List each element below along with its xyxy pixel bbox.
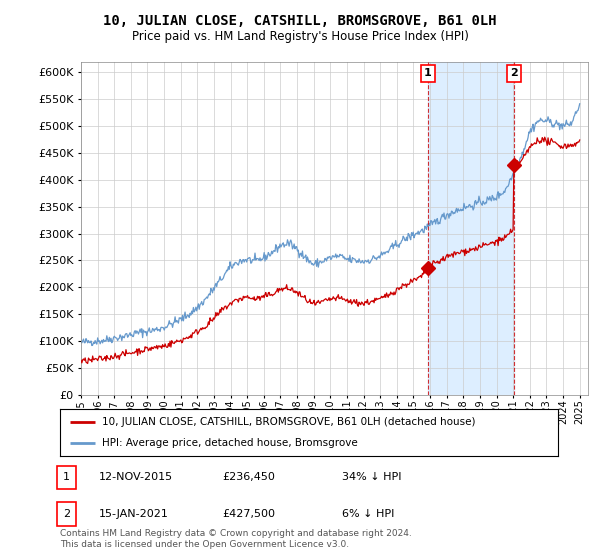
- Text: 1: 1: [63, 473, 70, 482]
- Text: Price paid vs. HM Land Registry's House Price Index (HPI): Price paid vs. HM Land Registry's House …: [131, 30, 469, 43]
- Text: 10, JULIAN CLOSE, CATSHILL, BROMSGROVE, B61 0LH: 10, JULIAN CLOSE, CATSHILL, BROMSGROVE, …: [103, 14, 497, 28]
- Text: Contains HM Land Registry data © Crown copyright and database right 2024.
This d: Contains HM Land Registry data © Crown c…: [60, 529, 412, 549]
- Text: 15-JAN-2021: 15-JAN-2021: [99, 509, 169, 519]
- Text: 2: 2: [63, 509, 70, 519]
- Bar: [428, 62, 514, 395]
- Text: £427,500: £427,500: [222, 509, 275, 519]
- Text: 10, JULIAN CLOSE, CATSHILL, BROMSGROVE, B61 0LH (detached house): 10, JULIAN CLOSE, CATSHILL, BROMSGROVE, …: [103, 417, 476, 427]
- Text: 2: 2: [510, 68, 518, 78]
- Text: 12-NOV-2015: 12-NOV-2015: [99, 473, 173, 482]
- Text: 6% ↓ HPI: 6% ↓ HPI: [342, 509, 394, 519]
- Text: 1: 1: [424, 68, 432, 78]
- Text: HPI: Average price, detached house, Bromsgrove: HPI: Average price, detached house, Brom…: [103, 438, 358, 448]
- Text: 34% ↓ HPI: 34% ↓ HPI: [342, 473, 401, 482]
- Text: £236,450: £236,450: [222, 473, 275, 482]
